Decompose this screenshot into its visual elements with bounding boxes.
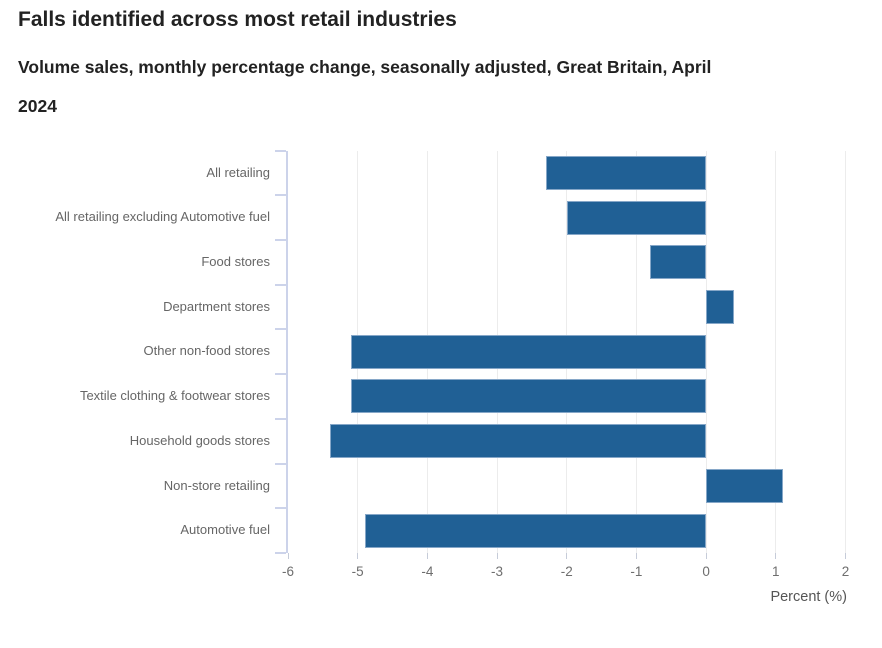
x-tick-label: -3 [491,564,504,579]
y-axis-line [286,150,288,553]
x-axis-tick [845,553,846,559]
y-axis-tick [275,328,286,331]
category-label: All retailing [206,164,270,180]
chart-title: Falls identified across most retail indu… [18,8,457,31]
y-axis-tick [275,462,286,465]
x-tick-label: 2 [841,564,850,579]
bar-positive [706,290,734,325]
chart-subtitle: Volume sales, monthly percentage change,… [18,57,712,116]
category-label: Department stores [163,298,270,314]
category-label: Household goods stores [129,432,270,448]
category-label: Non-store retailing [163,477,270,493]
bar-positive [706,468,783,503]
category-label: Food stores [201,253,270,269]
x-axis-tick [426,553,428,559]
gridline [845,150,846,553]
x-axis-title: Percent (%) [770,589,847,605]
bar-negative [350,379,707,414]
x-tick-label: -5 [351,564,364,579]
gridline [705,150,707,553]
category-label: Automotive fuel [180,522,270,538]
x-axis-tick [357,553,359,559]
y-axis-tick [275,149,286,152]
bar-negative [350,334,707,369]
category-label: All retailing excluding Automotive fuel [55,209,270,225]
x-axis-tick [566,553,568,559]
x-axis-tick [635,553,637,559]
bar-negative [566,200,707,235]
x-tick-label: -1 [630,564,643,579]
x-tick-label: -4 [421,564,434,579]
x-tick-label: 1 [772,564,780,579]
y-axis-tick [275,283,286,286]
bar-negative [364,513,707,548]
bar-negative [545,155,707,190]
bar-negative [650,245,707,280]
y-axis-tick [275,507,286,510]
bar-negative [329,424,707,459]
y-axis-tick [275,552,286,554]
x-axis-tick [496,553,498,559]
gridline [775,150,777,553]
x-tick-label: 0 [702,564,710,579]
x-tick-label: -2 [560,564,573,579]
y-axis-tick [275,373,286,376]
x-tick-label: -6 [281,564,294,579]
category-label: Other non-food stores [143,343,270,359]
x-axis-tick [287,553,289,559]
category-label: Textile clothing & footwear stores [79,388,270,404]
x-axis-tick [775,553,777,559]
x-axis-tick [705,553,707,559]
y-axis-tick [275,194,286,197]
y-axis-tick [275,238,286,241]
y-axis-tick [275,417,286,420]
